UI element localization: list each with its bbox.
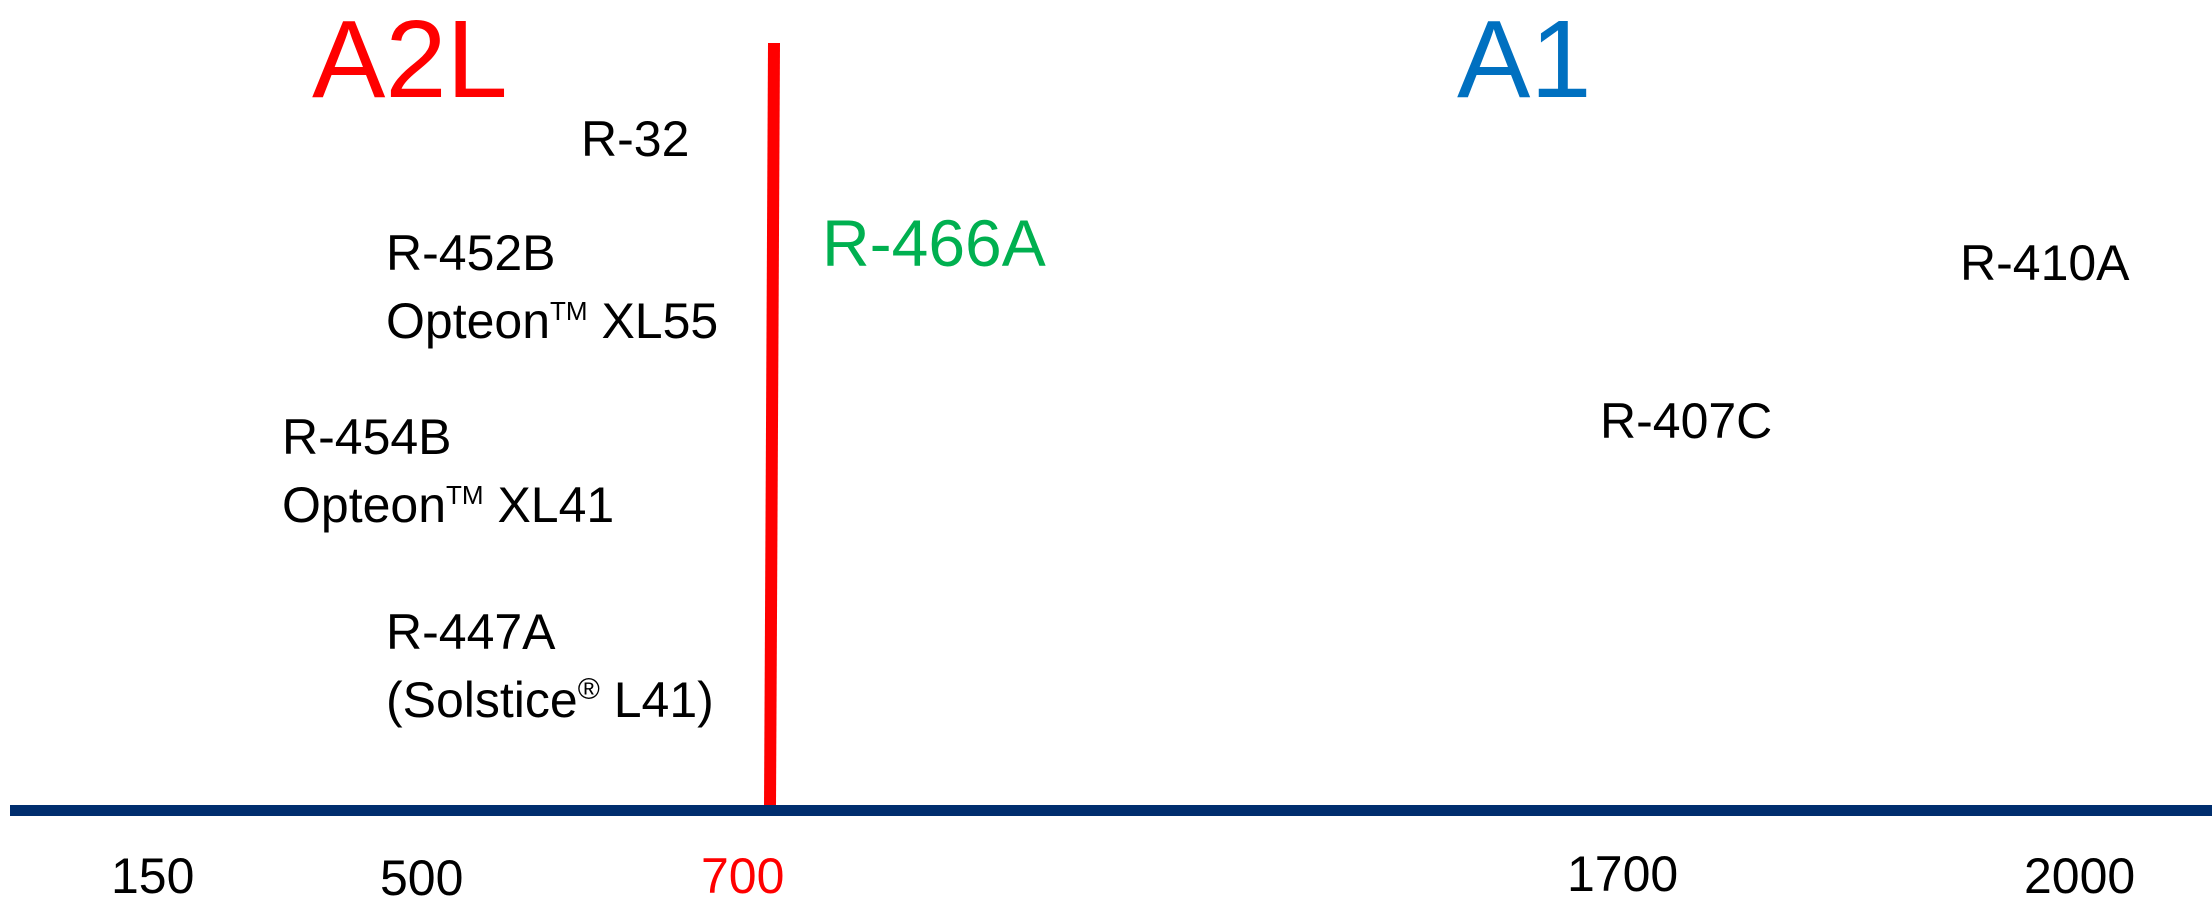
r447a-trade-label: (Solstice® L41): [386, 672, 714, 728]
tick-label-700: 700: [701, 848, 785, 904]
r447a-model: L41): [599, 672, 714, 728]
r454b-name-label: R-454B: [282, 409, 452, 465]
registered-symbol: ®: [577, 673, 600, 706]
tick-label-150: 150: [111, 848, 195, 904]
r452b-trade-label: OpteonTM XL55: [386, 296, 718, 346]
tick-label-1700: 1700: [1567, 846, 1679, 902]
r454b-model: XL41: [483, 477, 615, 533]
tick-label-2000: 2000: [2024, 848, 2136, 904]
r32-label: R-32: [581, 111, 690, 167]
trademark-symbol: TM: [550, 296, 588, 326]
r447a-trade-name: (Solstice: [386, 672, 578, 728]
a2l-a1-divider-line: [763, 42, 780, 814]
r407c-label: R-407C: [1600, 393, 1773, 449]
r452b-model: XL55: [587, 293, 719, 349]
class-a1-label: A1: [1457, 0, 1592, 121]
class-a2l-label: A2L: [312, 0, 508, 121]
r466a-label: R-466A: [822, 206, 1046, 280]
r454b-trade-name: Opteon: [282, 477, 447, 533]
r452b-name-label: R-452B: [386, 225, 556, 281]
r452b-trade-name: Opteon: [386, 293, 551, 349]
r410a-label: R-410A: [1960, 235, 2130, 291]
gwp-axis-line: [10, 805, 2212, 816]
r454b-trade-label: OpteonTM XL41: [282, 480, 614, 530]
trademark-symbol: TM: [446, 480, 484, 510]
r447a-name-label: R-447A: [386, 604, 556, 660]
tick-label-500: 500: [380, 850, 464, 906]
